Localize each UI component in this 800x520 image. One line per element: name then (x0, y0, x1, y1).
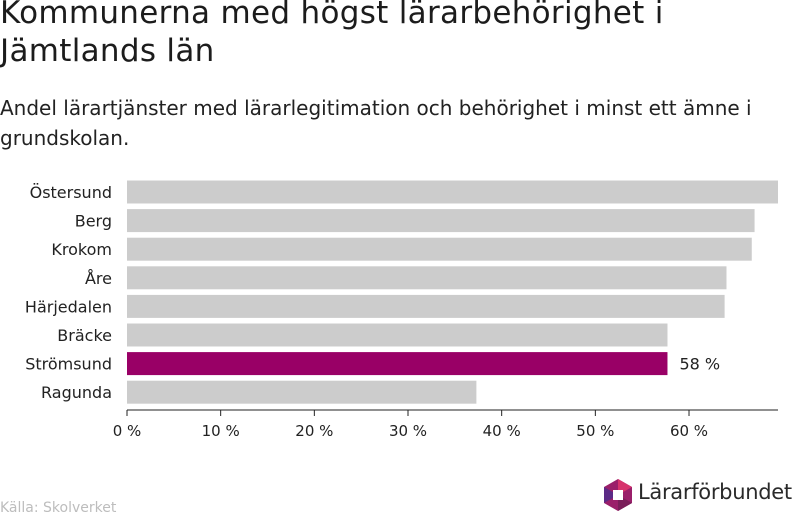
x-tick-label: 20 % (295, 422, 333, 440)
bar-3 (127, 237, 752, 261)
category-label: Berg (75, 212, 112, 231)
brand-logo: Lärarförbundet (602, 477, 800, 513)
hexagon-logo-icon (604, 479, 632, 511)
bar-5 (127, 294, 725, 318)
bar-2 (127, 209, 755, 233)
data-label: 58 % (679, 355, 720, 374)
bar-8 (127, 380, 477, 404)
chart-subtitle: Andel lärartjänster med lärarlegitimatio… (0, 96, 752, 150)
chart-title: Kommunerna med högst lärarbehörighet i J… (0, 0, 664, 69)
category-label: Härjedalen (25, 297, 112, 316)
x-tick-label: 60 % (670, 422, 708, 440)
brand-logo-text: Lärarförbundet (638, 480, 792, 504)
category-label: Ragunda (41, 383, 112, 402)
category-label: Östersund (30, 183, 112, 202)
x-tick-label: 10 % (202, 422, 240, 440)
category-label: Strömsund (25, 355, 112, 374)
bar-chart: Östersund Berg Krokom Åre Härjedalen Bräcke St… (25, 180, 778, 440)
category-label: Bräcke (57, 326, 112, 345)
x-tick-label: 40 % (483, 422, 521, 440)
bar-6 (127, 323, 668, 347)
x-tick-label: 50 % (576, 422, 614, 440)
bar-1 (127, 180, 778, 204)
category-label: Krokom (51, 240, 112, 259)
x-tick-label: 30 % (389, 422, 427, 440)
category-label: Åre (85, 269, 112, 288)
bar-7 (127, 352, 668, 376)
bar-4 (127, 266, 727, 290)
source-note: Källa: Skolverket (0, 500, 117, 516)
x-tick-label: 0 % (113, 422, 142, 440)
